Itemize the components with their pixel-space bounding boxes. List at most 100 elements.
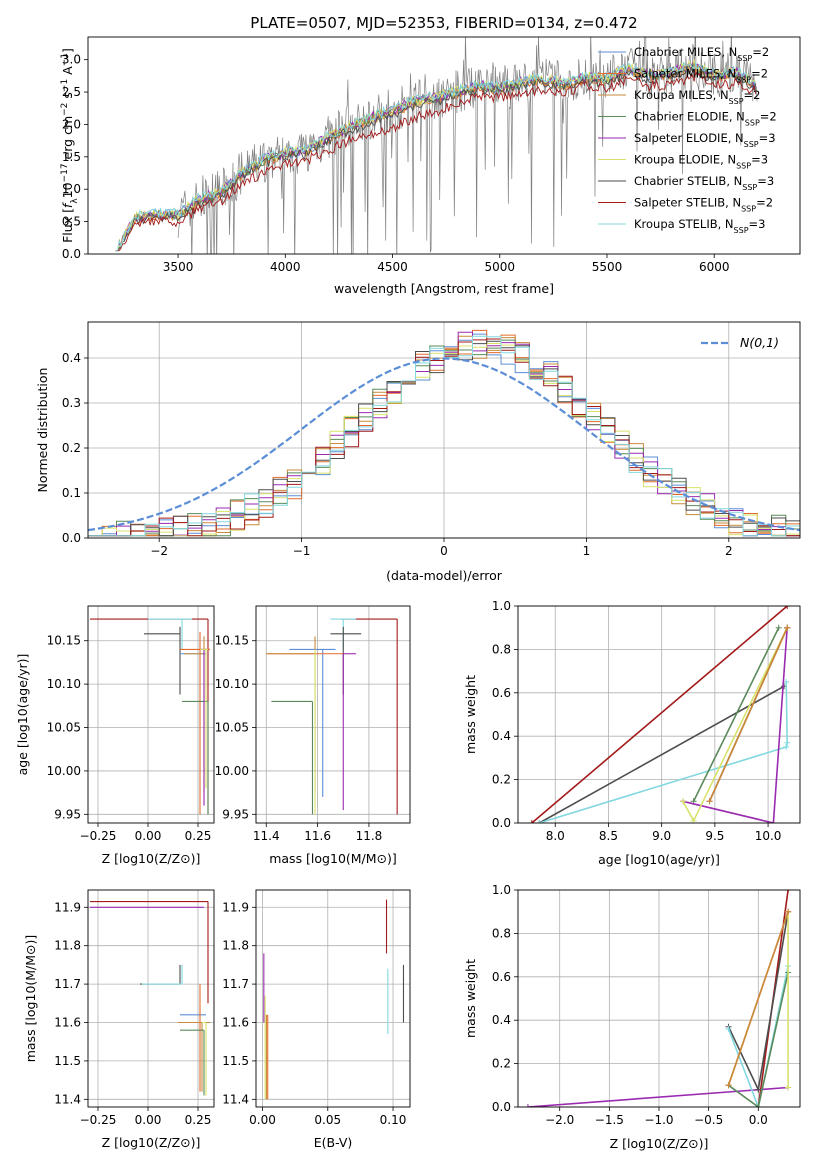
weight-vs-Z-xlabel: Z [log10(Z/Z⊙)] xyxy=(610,1136,709,1151)
weight-vs-Z-ticklabel-y: 0.0 xyxy=(492,1100,511,1114)
weight-vs-age-marker xyxy=(784,606,791,609)
figure-title: PLATE=0507, MJD=52353, FIBERID=0134, z=0… xyxy=(250,14,637,32)
weight-vs-age-ticklabel-y: 0.2 xyxy=(492,773,511,787)
age-vs-Z-xlabel: Z [log10(Z/Z⊙)] xyxy=(102,851,201,866)
weight-vs-age-ticklabel-y: 0.6 xyxy=(492,686,511,700)
mass-vs-Z-ticklabel-y: 11.6 xyxy=(54,1016,81,1030)
residuals-histogram xyxy=(88,335,800,537)
weight-vs-age-marker xyxy=(770,820,777,823)
mass-vs-Z-axes: −0.25 0.00 0.25 11.4 11.5 11.6 11.7 11.8 11.9 Z [… xyxy=(23,889,215,1150)
age-vs-mass-ticklabel-y: 10.05 xyxy=(215,721,249,735)
weight-vs-age-plot-area xyxy=(528,606,791,823)
age-vs-mass-ticklabel-y: 10.15 xyxy=(215,634,249,648)
residuals-histogram xyxy=(88,338,800,537)
weight-vs-Z-marker xyxy=(785,1084,792,1091)
weight-vs-age-line xyxy=(539,681,789,823)
spectrum-ticklabel-y: 0.5 xyxy=(62,215,81,229)
age-vs-mass-plot-area xyxy=(266,618,398,815)
spectrum-series-line xyxy=(115,70,757,252)
mass-vs-ebv-ticklabel-x: 0.10 xyxy=(380,1113,407,1127)
age-vs-mass-ticklabel-x: 11.6 xyxy=(304,829,331,843)
weight-vs-Z-ticklabel-x: −2.0 xyxy=(545,1113,574,1127)
age-vs-Z-axes: −0.25 0.00 0.25 9.95 10.00 10.05 10.10 10.15 Z [… xyxy=(15,605,215,866)
weight-vs-age-ticklabel-x: 9.5 xyxy=(705,829,724,843)
residuals-histogram xyxy=(88,340,800,537)
legend-entry: Chabrier ELODIE, NSSP=2 xyxy=(634,110,777,128)
mass-vs-ebv-plot-area xyxy=(263,899,405,1100)
residuals-ticklabel-y: 0.4 xyxy=(62,351,81,365)
weight-vs-age-axes: 8.0 8.5 9.0 9.5 10.0 0.0 0.2 0.4 0.6 0.8 1.0 age [l… xyxy=(463,599,801,867)
age-vs-Z-ticklabel-y: 10.05 xyxy=(47,721,81,735)
mass-vs-ebv-xlabel: E(B-V) xyxy=(314,1135,353,1150)
residuals-ticklabel-y: 0.1 xyxy=(62,486,81,500)
residuals-ticklabel-y: 0.2 xyxy=(62,441,81,455)
residuals-ticklabel-x: 2 xyxy=(725,544,733,558)
weight-vs-Z-ticklabel-y: 0.2 xyxy=(492,1057,511,1071)
spectrum-ticklabel-x: 5000 xyxy=(484,260,515,274)
age-vs-Z-ticklabel-y: 10.15 xyxy=(47,634,81,648)
weight-vs-age-ticklabel-x: 9.0 xyxy=(652,829,671,843)
age-vs-Z-ylabel: age [log10(age/yr)] xyxy=(15,654,30,776)
weight-vs-age-marker xyxy=(706,798,713,805)
residuals-ticklabel-y: 0.3 xyxy=(62,396,81,410)
weight-vs-Z-ylabel: mass weight xyxy=(463,959,478,1038)
spectrum-ticklabel-x: 3500 xyxy=(163,260,194,274)
weight-vs-Z-ticklabel-y: 1.0 xyxy=(492,883,511,897)
mass-vs-Z-ticklabel-y: 11.5 xyxy=(54,1054,81,1068)
weight-vs-Z-marker xyxy=(785,908,792,915)
residuals-axes: −2 −1 0 1 2 0.0 0.1 0.2 0.3 0.4 (data-model)/error… xyxy=(35,321,801,583)
age-vs-Z-ticklabel-y: 9.95 xyxy=(54,807,81,821)
age-vs-Z-frame xyxy=(87,605,215,824)
weight-vs-age-ticklabel-y: 1.0 xyxy=(492,599,511,613)
weight-vs-age-line xyxy=(531,606,788,823)
mass-vs-Z-frame xyxy=(87,889,215,1108)
legend-entry: Kroupa STELIB, NSSP=3 xyxy=(634,217,765,235)
spectrum-ticklabel-y: 2.0 xyxy=(62,117,81,131)
spectrum-ylabel: Flux [fλ10−17 erg cm−2 s−1 A−1] xyxy=(60,48,80,243)
mass-vs-Z-ticklabel-y: 11.8 xyxy=(54,939,81,953)
mass-vs-ebv-ticklabel-y: 11.5 xyxy=(222,1054,249,1068)
weight-vs-Z-axes: −2.0 −1.5 −1.0 −0.5 0.0 0.0 0.2 0.4 0.6 0.8 1.0 Z [… xyxy=(463,883,801,1151)
residuals-ticklabel-x: 0 xyxy=(440,544,448,558)
weight-vs-age-marker xyxy=(784,624,791,631)
weight-vs-age-ticklabel-y: 0.8 xyxy=(492,642,511,656)
weight-vs-Z-ticklabel-y: 0.6 xyxy=(492,970,511,984)
residuals-xlabel: (data-model)/error xyxy=(386,568,503,583)
weight-vs-age-ticklabel-x: 8.0 xyxy=(546,829,565,843)
age-vs-mass-ticklabel-y: 10.00 xyxy=(215,764,249,778)
legend-entry: Kroupa ELODIE, NSSP=3 xyxy=(634,153,768,171)
mass-vs-Z-xlabel: Z [log10(Z/Z⊙)] xyxy=(102,1135,201,1150)
weight-vs-age-frame xyxy=(517,605,801,824)
age-vs-Z-ticklabel-y: 10.10 xyxy=(47,677,81,691)
weight-vs-Z-frame xyxy=(517,889,801,1108)
spectrum-series-line xyxy=(115,61,756,252)
residuals-normal-curve xyxy=(88,357,800,532)
age-vs-mass-xlabel: mass [log10(M/M⊙)] xyxy=(269,851,397,866)
spectrum-ticklabel-x: 4000 xyxy=(270,260,301,274)
mass-vs-Z-ticklabel-x: 0.00 xyxy=(135,1113,162,1127)
age-vs-mass-ticklabel-y: 9.95 xyxy=(222,807,249,821)
weight-vs-age-ylabel: mass weight xyxy=(463,675,478,754)
weight-vs-age-marker xyxy=(679,798,686,805)
spectrum-ticklabel-x: 5500 xyxy=(592,260,623,274)
weight-vs-Z-plot-area xyxy=(524,890,792,1107)
mass-vs-ebv-frame xyxy=(255,889,411,1108)
mass-vs-Z-ticklabel-x: 0.25 xyxy=(185,1113,212,1127)
mass-vs-ebv-ticklabel-y: 11.8 xyxy=(222,939,249,953)
age-vs-Z-ticklabel-x: 0.25 xyxy=(185,829,212,843)
spectrum-axes: 3500 4000 4500 5000 5500 6000 0.0 0.5 1.0 1.5 2.0 2… xyxy=(60,36,801,296)
mass-vs-Z-ticklabel-x: −0.25 xyxy=(80,1113,117,1127)
spectrum-ticklabel-y: 1.0 xyxy=(62,182,81,196)
mass-vs-Z-ylabel: mass [log10(M/M⊙)] xyxy=(23,935,38,1063)
residuals-ticklabel-x: −1 xyxy=(293,544,311,558)
weight-vs-Z-line xyxy=(728,972,789,1107)
legend-entry: Salpeter ELODIE, NSSP=3 xyxy=(634,131,776,149)
weight-vs-Z-ticklabel-x: −0.5 xyxy=(694,1113,723,1127)
mass-vs-ebv-axes: 0.00 0.05 0.10 11.4 11.5 11.6 11.7 11.8 11.9 E(B-… xyxy=(222,889,411,1150)
residuals-frame xyxy=(87,321,801,539)
weight-vs-age-marker xyxy=(784,739,791,746)
weight-vs-Z-marker xyxy=(524,1104,531,1107)
legend-entry: Salpeter STELIB, NSSP=2 xyxy=(634,196,773,214)
legend-entry: N(0,1) xyxy=(740,335,779,350)
age-vs-mass-ticklabel-y: 10.10 xyxy=(215,677,249,691)
